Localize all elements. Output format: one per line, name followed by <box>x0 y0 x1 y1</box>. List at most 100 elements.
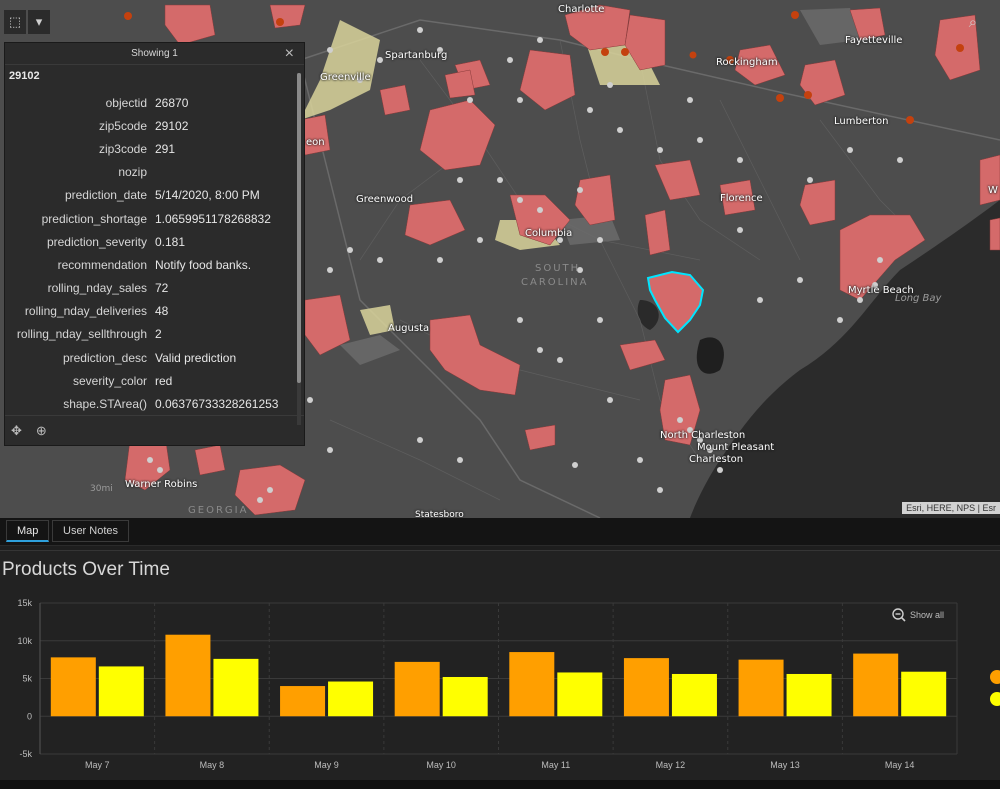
popup-header: Showing 1 × <box>5 43 304 65</box>
attribute-key: zip5code <box>98 118 147 133</box>
map-canvas[interactable] <box>0 0 1000 518</box>
bar-series-1[interactable] <box>394 661 440 717</box>
y-tick-label: -5k <box>19 749 32 759</box>
scale-label: 30mi <box>90 484 113 494</box>
chevron-down-icon: ▾ <box>35 14 43 29</box>
bar-series-1[interactable] <box>623 658 669 717</box>
bar-series-1[interactable] <box>50 657 96 717</box>
attribute-key: objectid <box>105 95 147 110</box>
attribute-row: rolling_nday_deliveries 48 <box>5 300 297 323</box>
zoom-to-icon[interactable]: ⊕ <box>35 422 47 438</box>
attribute-row: prediction_shortage 1.0659951178268832 <box>5 207 297 230</box>
city-label: Greenville <box>320 72 371 83</box>
scrollbar-thumb[interactable] <box>297 73 301 383</box>
attribute-key: rolling_nday_sellthrough <box>16 327 147 342</box>
city-label: Columbia <box>525 228 573 239</box>
show-all-button[interactable]: Show all <box>892 608 944 622</box>
attribute-row: nozip <box>5 161 297 184</box>
attribute-value: 72 <box>155 281 169 296</box>
attribute-row: prediction_severity 0.181 <box>5 230 297 253</box>
bar-chart[interactable]: 15k 10k 5k 0 -5k May 7 May 8 May 9 May 10 May 11 M… <box>0 551 1000 781</box>
bar-series-2[interactable] <box>786 673 832 717</box>
close-icon[interactable]: × <box>284 45 294 62</box>
state-label: SOUTH <box>535 263 581 274</box>
select-icon: ⬚ <box>8 14 22 29</box>
bar-series-2[interactable] <box>442 676 488 717</box>
attribute-value: red <box>155 373 173 388</box>
select-dropdown-button[interactable]: ▾ <box>28 10 50 34</box>
attribute-value: 29102 <box>155 118 189 133</box>
bar-series-2[interactable] <box>671 673 717 717</box>
attribute-row: severity_color red <box>5 369 297 392</box>
bar-series-1[interactable] <box>738 659 784 717</box>
y-tick-label: 10k <box>17 636 32 646</box>
attribute-key: prediction_date <box>64 188 147 203</box>
city-label: Florence <box>720 193 763 204</box>
city-label: Warner Robins <box>125 479 198 490</box>
bar-series-2[interactable] <box>901 671 947 717</box>
bar-series-2[interactable] <box>213 658 259 717</box>
popup-count: Showing 1 <box>131 48 178 59</box>
city-label: Mount Pleasant <box>697 442 775 453</box>
search-icon: ⌕ <box>968 13 978 31</box>
city-label: North Charleston <box>660 430 746 441</box>
x-tick-label: May 11 <box>541 760 570 770</box>
attribute-table: objectid 26870 zip5code 29102 zip3code 291 noz… <box>5 91 297 413</box>
zoom-out-icon <box>892 608 906 622</box>
city-label: Charlotte <box>558 4 605 15</box>
popup-scrollbar[interactable] <box>297 73 301 425</box>
attribute-key: rolling_nday_sales <box>47 281 147 296</box>
y-tick-label: 15k <box>17 598 32 608</box>
attribute-key: severity_color <box>72 373 147 388</box>
state-label: GEORGIA <box>188 505 249 516</box>
tab-user-notes[interactable]: User Notes <box>52 520 130 542</box>
pan-icon[interactable]: ✥ <box>11 422 22 438</box>
attribute-value: 5/14/2020, 8:00 PM <box>155 188 260 203</box>
map-search-button[interactable]: ⌕ <box>962 10 984 34</box>
bar-series-2[interactable] <box>328 681 374 717</box>
bar-series-1[interactable] <box>853 653 899 717</box>
bottom-strip <box>0 780 1000 789</box>
city-label: Spartanburg <box>385 50 448 61</box>
legend-dot[interactable] <box>990 670 1000 684</box>
bar-series-1[interactable] <box>509 652 555 717</box>
select-tool-button[interactable]: ⬚ <box>4 10 26 34</box>
city-label: Rockingham <box>716 57 778 68</box>
attribute-value: 26870 <box>155 95 189 110</box>
y-tick-label: 5k <box>22 674 32 684</box>
bar-series-1[interactable] <box>165 634 211 717</box>
x-tick-label: May 10 <box>426 760 456 770</box>
water-label: Long Bay <box>895 293 942 304</box>
ocean <box>690 200 1000 518</box>
attribute-key: prediction_shortage <box>41 211 147 226</box>
bar-series-2[interactable] <box>98 666 144 717</box>
attribute-row: objectid 26870 <box>5 91 297 114</box>
legend-dot[interactable] <box>990 692 1000 706</box>
city-label: Statesboro <box>415 510 464 518</box>
attribute-key: shape.STArea() <box>63 397 147 412</box>
tab-map[interactable]: Map <box>6 520 50 542</box>
city-label: W <box>988 185 998 196</box>
map-view[interactable]: Charlotte Spartanburg Greenville Fayette… <box>0 0 1000 518</box>
city-label: Greenwood <box>356 194 414 205</box>
x-tick-label: May 14 <box>885 760 915 770</box>
city-label: Fayetteville <box>845 35 903 46</box>
attribute-row: prediction_date 5/14/2020, 8:00 PM <box>5 184 297 207</box>
attribute-value: Notify food banks. <box>155 257 252 272</box>
attribute-key: zip3code <box>98 141 147 156</box>
attribute-value: 291 <box>155 141 176 156</box>
city-label: eon <box>306 137 325 148</box>
bar-series-1[interactable] <box>280 686 326 717</box>
attribute-row: rolling_nday_sales 72 <box>5 277 297 300</box>
feature-popup: Showing 1 × 29102 objectid 26870 zip5code 2… <box>4 42 305 446</box>
attribute-value: 1.0659951178268832 <box>155 211 271 226</box>
attribute-row: shape.STArea() 0.06376733328261253 <box>5 392 297 413</box>
city-label: Lumberton <box>834 116 889 127</box>
bar-series-2[interactable] <box>557 672 603 717</box>
tab-strip: Map User Notes <box>0 518 1000 546</box>
attribute-row: prediction_desc Valid prediction <box>5 346 297 369</box>
attribute-value: 0.06376733328261253 <box>155 397 279 412</box>
x-tick-label: May 7 <box>85 760 110 770</box>
attribute-key: prediction_desc <box>62 350 147 365</box>
